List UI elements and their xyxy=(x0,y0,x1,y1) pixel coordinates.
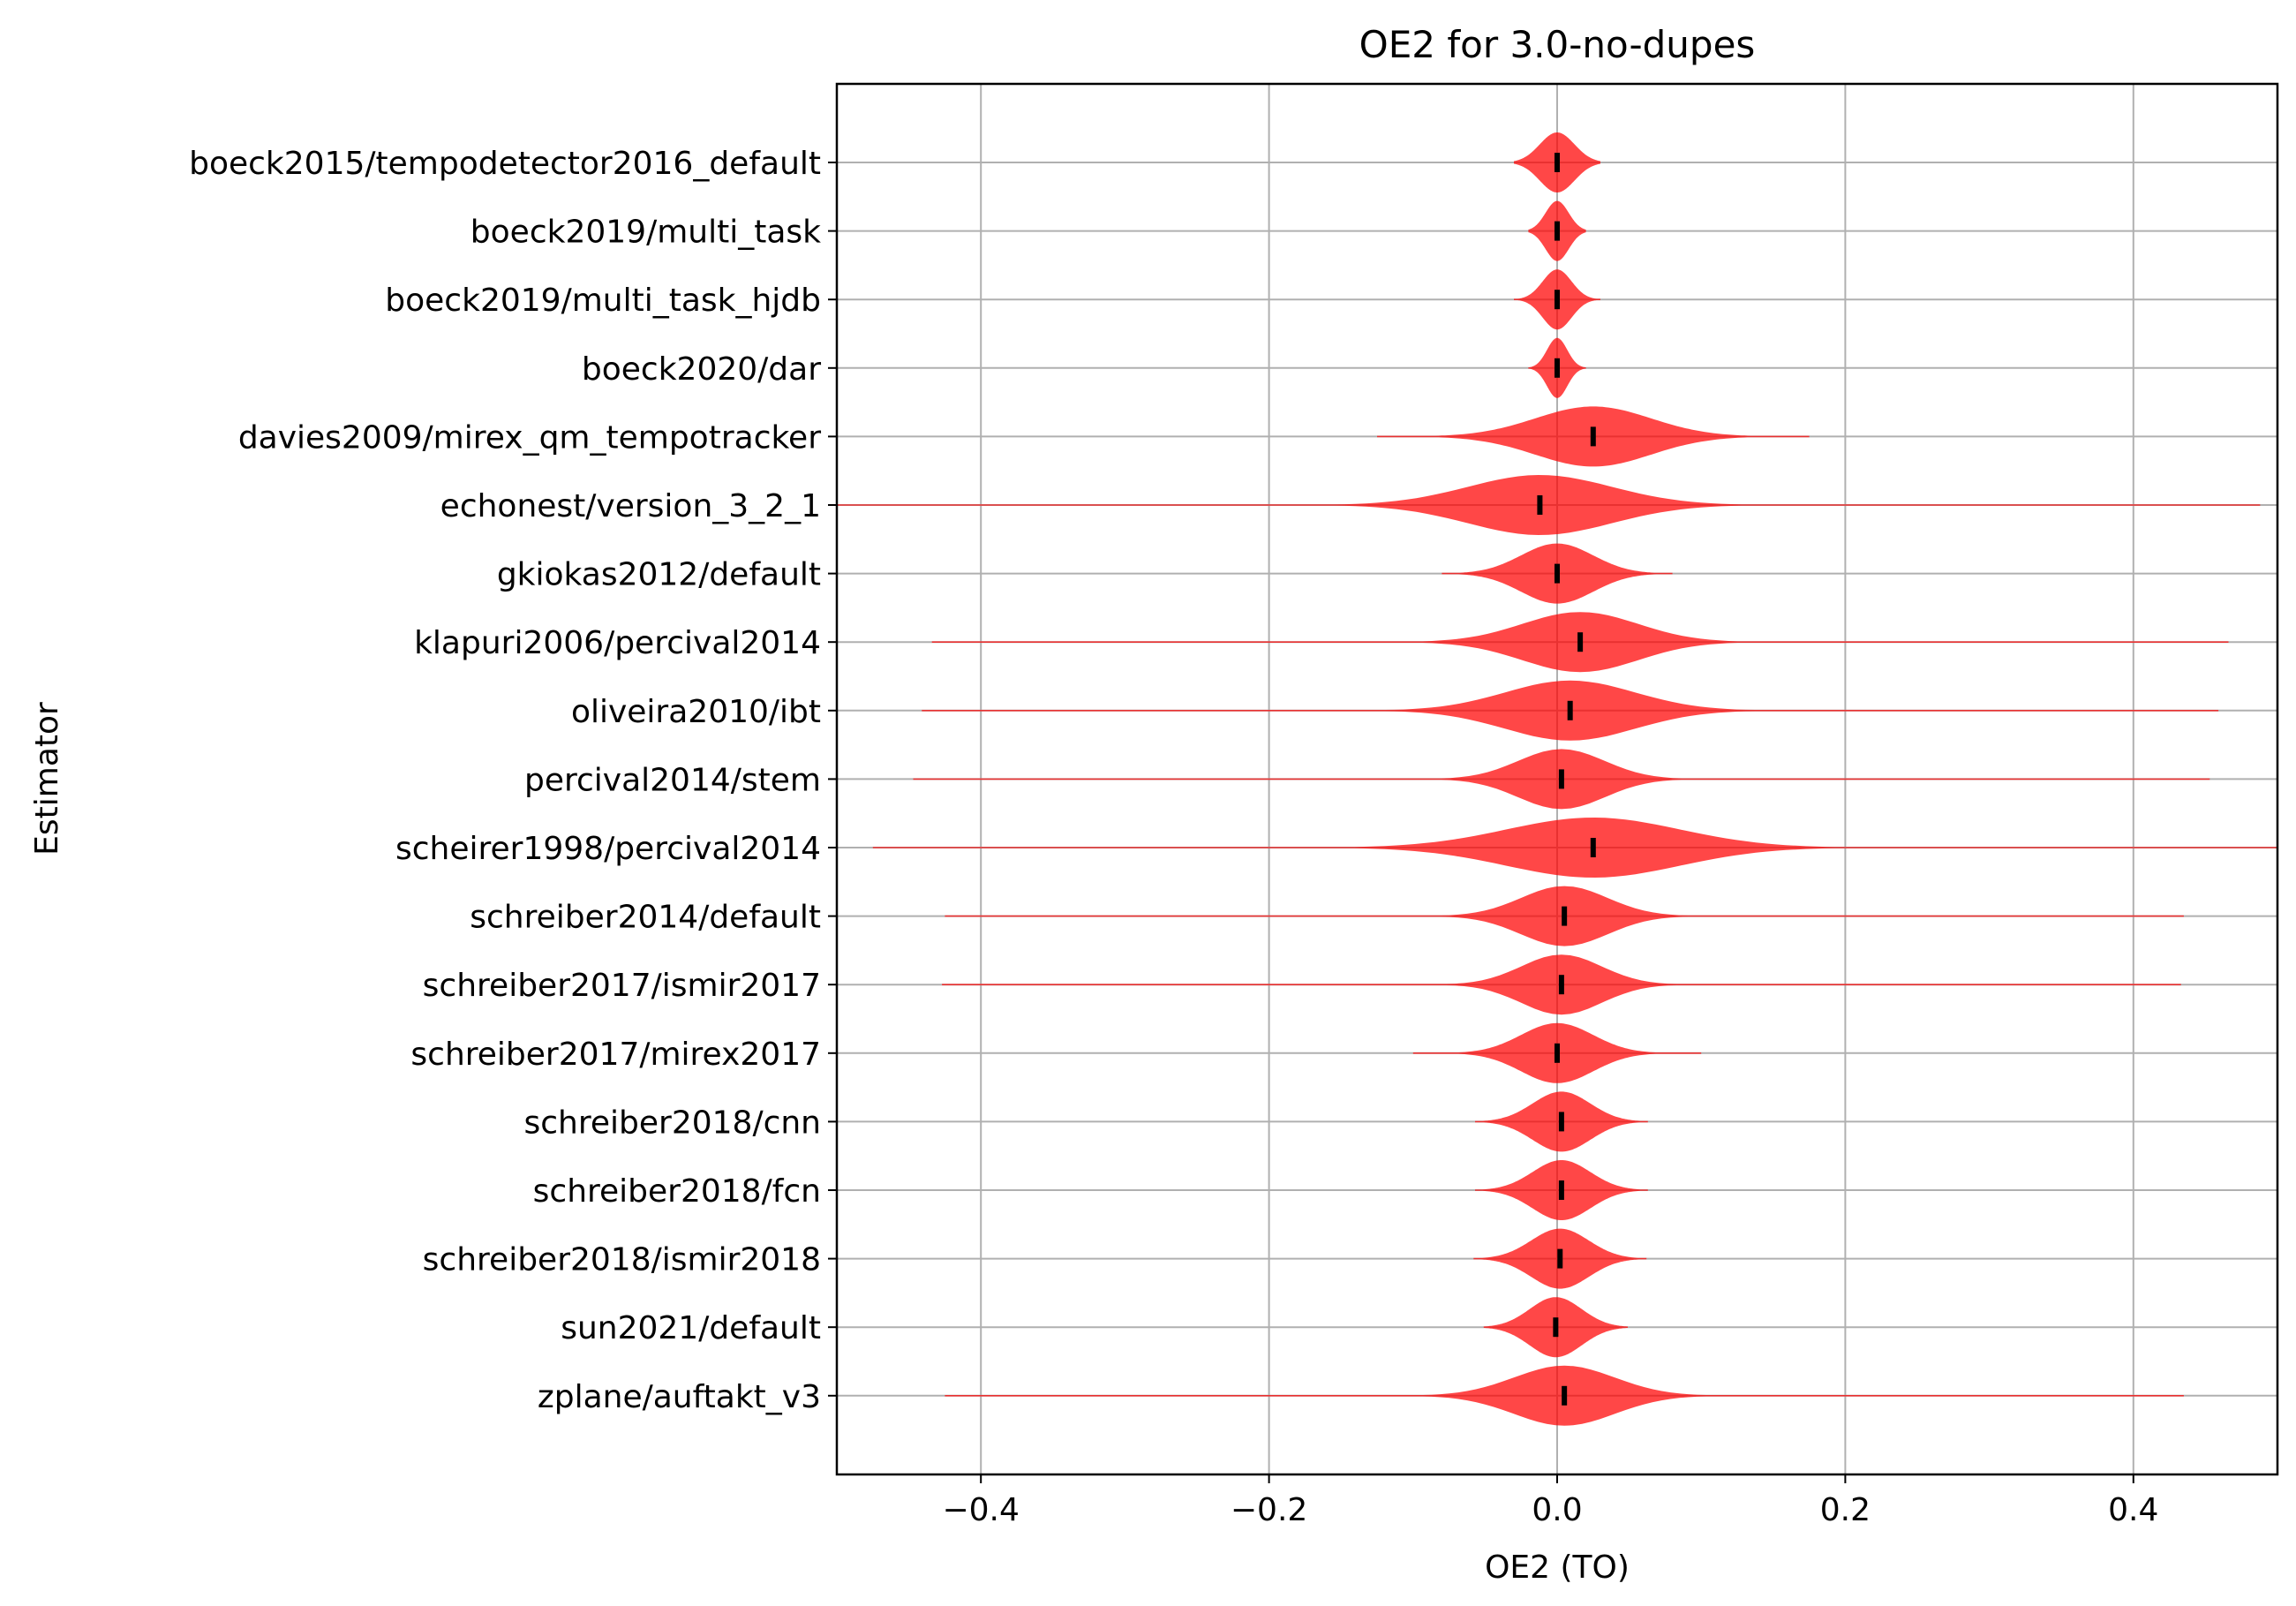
violin-5 xyxy=(837,475,2261,535)
y-tick-label-17: sun2021/default xyxy=(561,1310,821,1346)
x-tick-label-2: 0.0 xyxy=(1532,1492,1582,1528)
y-tick-label-3: boeck2020/dar xyxy=(582,351,821,388)
x-tick-label-1: −0.2 xyxy=(1231,1492,1307,1528)
x-tick-label-3: 0.2 xyxy=(1820,1492,1871,1528)
medians xyxy=(1537,153,1596,1406)
chart-title: OE2 for 3.0-no-dupes xyxy=(1359,23,1756,66)
y-tick-label-1: boeck2019/multi_task xyxy=(470,215,821,251)
y-tick-label-18: zplane/auftakt_v3 xyxy=(538,1379,821,1415)
y-axis-label: Estimator xyxy=(29,702,65,856)
x-tick-label-4: 0.4 xyxy=(2108,1492,2158,1528)
x-axis-label: OE2 (TO) xyxy=(1485,1549,1630,1586)
y-tick-label-8: oliveira2010/ibt xyxy=(571,694,821,730)
y-tick-label-5: echonest/version_3_2_1 xyxy=(440,488,821,524)
y-tick-label-7: klapuri2006/percival2014 xyxy=(414,625,821,661)
y-tick-label-10: scheirer1998/percival2014 xyxy=(395,831,821,867)
violin-10 xyxy=(872,818,2277,878)
y-tick-label-12: schreiber2017/ismir2017 xyxy=(423,968,821,1004)
y-tick-label-4: davies2009/mirex_qm_tempotracker xyxy=(238,419,821,456)
y-tick-label-13: schreiber2017/mirex2017 xyxy=(410,1037,821,1073)
y-tick-label-0: boeck2015/tempodetector2016_default xyxy=(189,146,821,182)
y-tick-label-2: boeck2019/multi_task_hjdb xyxy=(385,283,821,319)
y-axis-ticks: boeck2015/tempodetector2016_defaultboeck… xyxy=(189,146,837,1415)
y-tick-label-6: gkiokas2012/default xyxy=(497,557,821,593)
x-tick-label-0: −0.4 xyxy=(942,1492,1019,1528)
x-axis-ticks: −0.4 −0.2 0.0 0.2 0.4 xyxy=(942,1474,2158,1528)
y-tick-label-9: percival2014/stem xyxy=(524,762,821,798)
y-tick-label-14: schreiber2018/cnn xyxy=(524,1105,822,1141)
y-tick-label-16: schreiber2018/ismir2018 xyxy=(423,1242,821,1278)
y-tick-label-15: schreiber2018/fcn xyxy=(533,1173,821,1210)
y-tick-label-11: schreiber2014/default xyxy=(470,900,821,936)
